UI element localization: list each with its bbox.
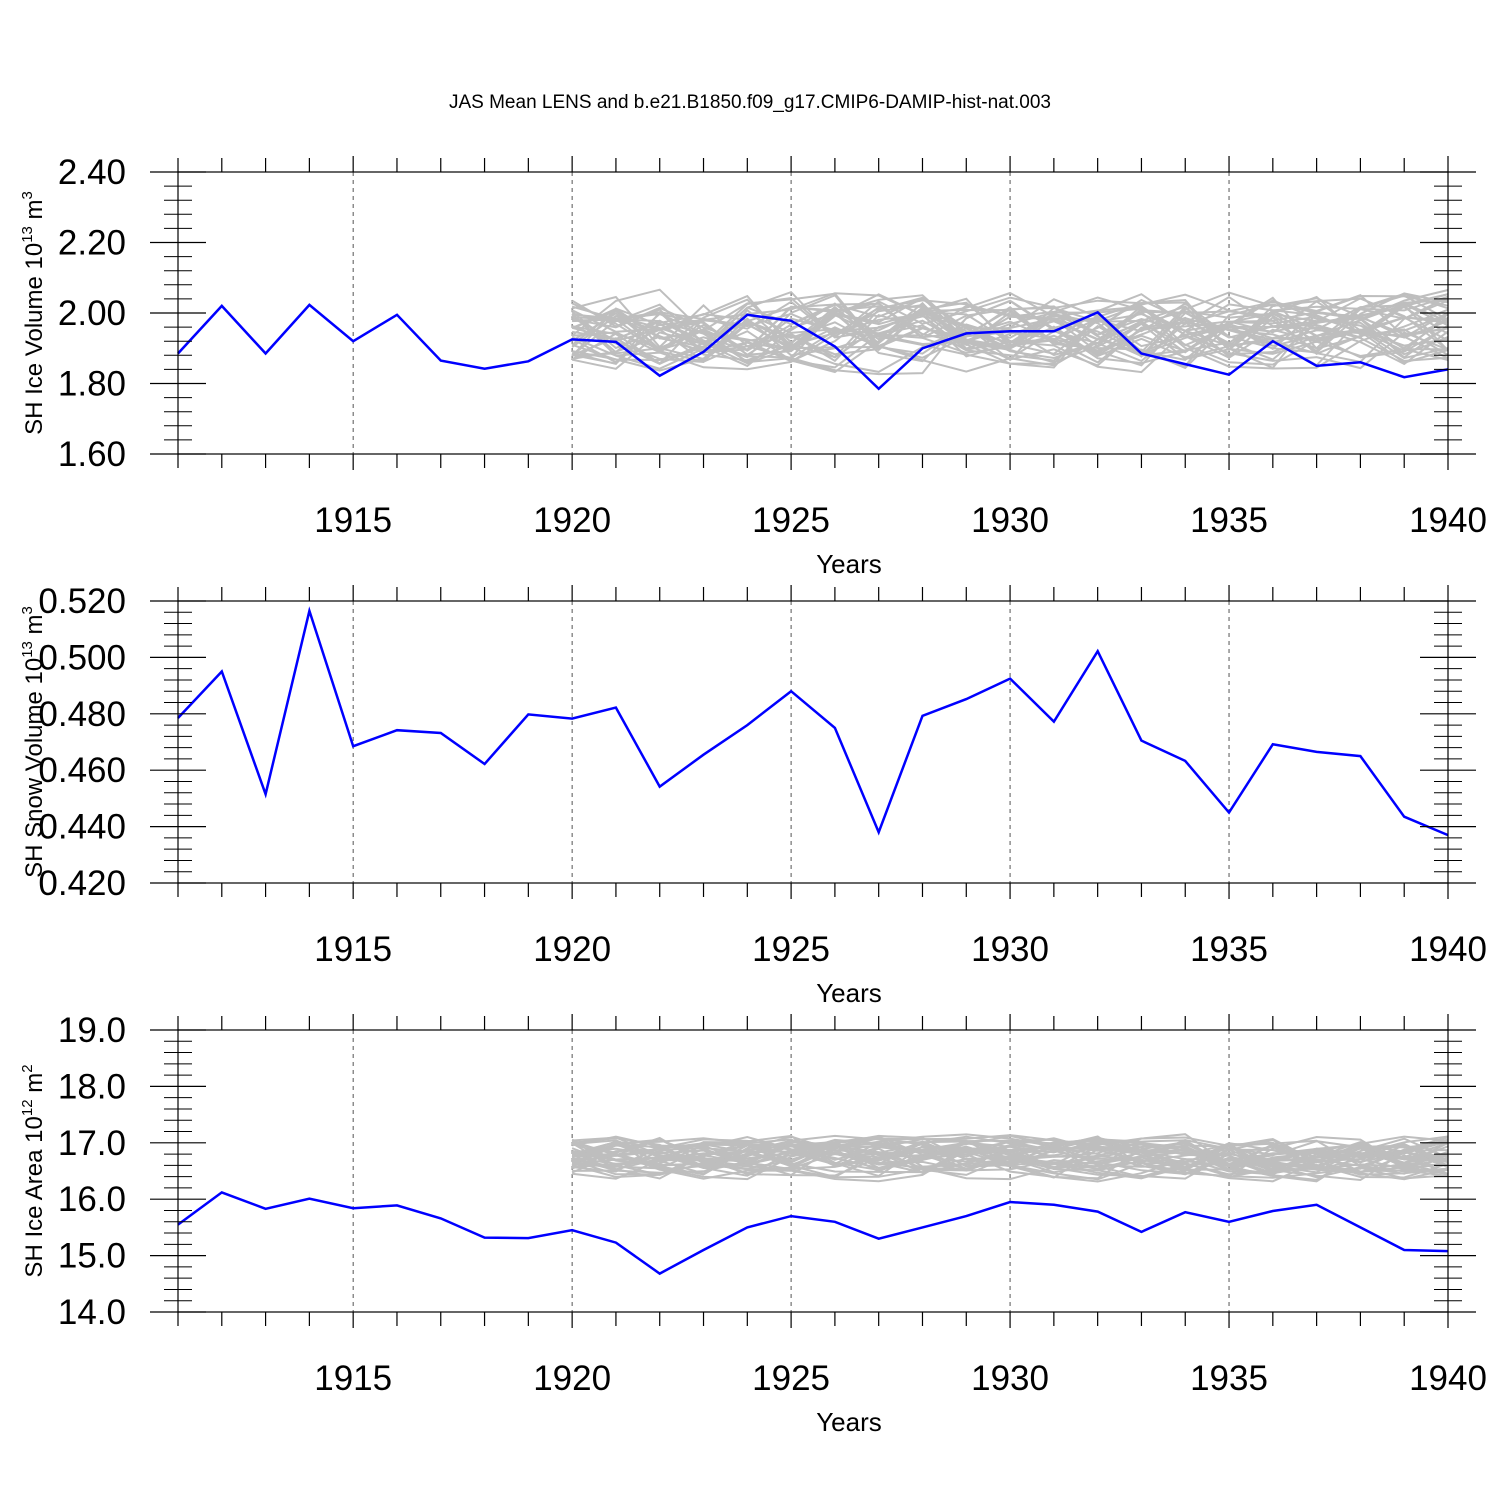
y-tick-label: 14.0 bbox=[58, 1293, 126, 1332]
x-tick-label: 1935 bbox=[1190, 1359, 1268, 1398]
y-axis-label: SH Snow Volume 1013 m3 bbox=[19, 606, 48, 878]
y-axis-label: SH Ice Volume 1013 m3 bbox=[19, 191, 48, 435]
plot-frame bbox=[177, 1029, 1449, 1313]
panel-1: 1915 1920 1925 1930 1935 1940 Years 1.60 1.80 2.0… bbox=[19, 153, 1487, 579]
x-tick-label: 1915 bbox=[314, 1359, 392, 1398]
ensemble-member-line bbox=[571, 311, 1449, 366]
y-tick-label: 2.40 bbox=[58, 153, 126, 192]
x-tick-label: 1930 bbox=[971, 1359, 1049, 1398]
ensemble-member-line bbox=[572, 298, 1449, 362]
y-axis-label: SH Ice Area 1012 m2 bbox=[19, 1064, 48, 1277]
x-tick-label: 1935 bbox=[1190, 501, 1268, 540]
y-axis-label-exponent: 3 bbox=[19, 191, 36, 199]
y-tick-label: 0.500 bbox=[38, 638, 126, 677]
series-line bbox=[177, 303, 1449, 391]
x-axis-label: Years bbox=[816, 549, 882, 579]
y-axis-label-part: SH Snow Volume 10 bbox=[21, 658, 48, 878]
ensemble-member-line bbox=[571, 1138, 1449, 1169]
x-tick-label: 1920 bbox=[533, 501, 611, 540]
y-axis-label-exponent: 12 bbox=[19, 1099, 36, 1116]
ensemble-member-line bbox=[571, 295, 1449, 360]
ensemble-member-line bbox=[571, 299, 1449, 363]
y-tick-label: 17.0 bbox=[58, 1124, 126, 1163]
x-axis-label: Years bbox=[816, 1407, 882, 1437]
ensemble-member-line bbox=[571, 1140, 1449, 1183]
ensemble-member-line bbox=[571, 294, 1449, 371]
y-axis-label-exponent: 13 bbox=[19, 641, 36, 658]
y-tick-label: 0.520 bbox=[38, 582, 126, 621]
x-tick-label: 1930 bbox=[971, 930, 1049, 969]
x-tick-label: 1925 bbox=[752, 930, 830, 969]
y-axis-label-exponent: 13 bbox=[19, 226, 36, 243]
ensemble-member-line bbox=[571, 1137, 1449, 1171]
x-tick-label: 1925 bbox=[752, 1359, 830, 1398]
ensemble-member-line bbox=[572, 1136, 1449, 1171]
y-tick-label: 0.420 bbox=[38, 864, 126, 903]
ensemble-member-line bbox=[571, 301, 1449, 372]
x-tick-label: 1920 bbox=[533, 930, 611, 969]
y-axis-label-exponent: 2 bbox=[19, 1064, 36, 1072]
y-tick-label: 0.440 bbox=[38, 808, 126, 847]
ensemble-member-line bbox=[571, 1134, 1449, 1179]
ensemble-member-line bbox=[571, 299, 1449, 360]
y-tick-label: 0.460 bbox=[38, 751, 126, 790]
ensemble-member-line bbox=[571, 292, 1449, 362]
x-tick-label: 1935 bbox=[1190, 930, 1268, 969]
y-axis-label-part: SH Ice Volume 10 bbox=[21, 243, 48, 435]
panel-2: 1915 1920 1925 1930 1935 1940 Years 0.420 0.440 0… bbox=[19, 582, 1487, 1008]
y-tick-label: 2.00 bbox=[58, 294, 126, 333]
y-axis-label-part: SH Ice Area 10 bbox=[21, 1116, 48, 1277]
y-tick-label: 19.0 bbox=[58, 1011, 126, 1050]
x-tick-label: 1940 bbox=[1409, 1359, 1487, 1398]
y-axis-label-part: m bbox=[21, 199, 48, 226]
y-axis-label-exponent: 3 bbox=[19, 606, 36, 614]
series-line bbox=[177, 606, 1449, 837]
chart-title: JAS Mean LENS and b.e21.B1850.f09_g17.CM… bbox=[449, 92, 1051, 113]
y-tick-label: 1.80 bbox=[58, 365, 126, 404]
ensemble-member-line bbox=[571, 1133, 1449, 1168]
x-tick-label: 1925 bbox=[752, 501, 830, 540]
ensemble-member-line bbox=[571, 306, 1449, 369]
y-axis-label-part: m bbox=[21, 614, 48, 641]
x-tick-label: 1940 bbox=[1409, 501, 1487, 540]
y-tick-label: 2.20 bbox=[58, 224, 126, 263]
x-tick-label: 1915 bbox=[314, 501, 392, 540]
y-tick-label: 0.480 bbox=[38, 695, 126, 734]
series-line bbox=[177, 1190, 1449, 1276]
y-axis-label-part: m bbox=[21, 1073, 48, 1100]
x-tick-label: 1920 bbox=[533, 1359, 611, 1398]
y-tick-label: 15.0 bbox=[58, 1237, 126, 1276]
x-axis-label: Years bbox=[816, 978, 882, 1008]
x-tick-label: 1940 bbox=[1409, 930, 1487, 969]
y-tick-label: 1.60 bbox=[58, 435, 126, 474]
y-tick-label: 16.0 bbox=[58, 1180, 126, 1219]
x-tick-label: 1915 bbox=[314, 930, 392, 969]
y-tick-label: 18.0 bbox=[58, 1067, 126, 1106]
plot-frame bbox=[177, 600, 1449, 884]
panel-3: 1915 1920 1925 1930 1935 1940 Years 14.0 15.0 16.… bbox=[19, 1011, 1487, 1437]
x-tick-label: 1930 bbox=[971, 501, 1049, 540]
